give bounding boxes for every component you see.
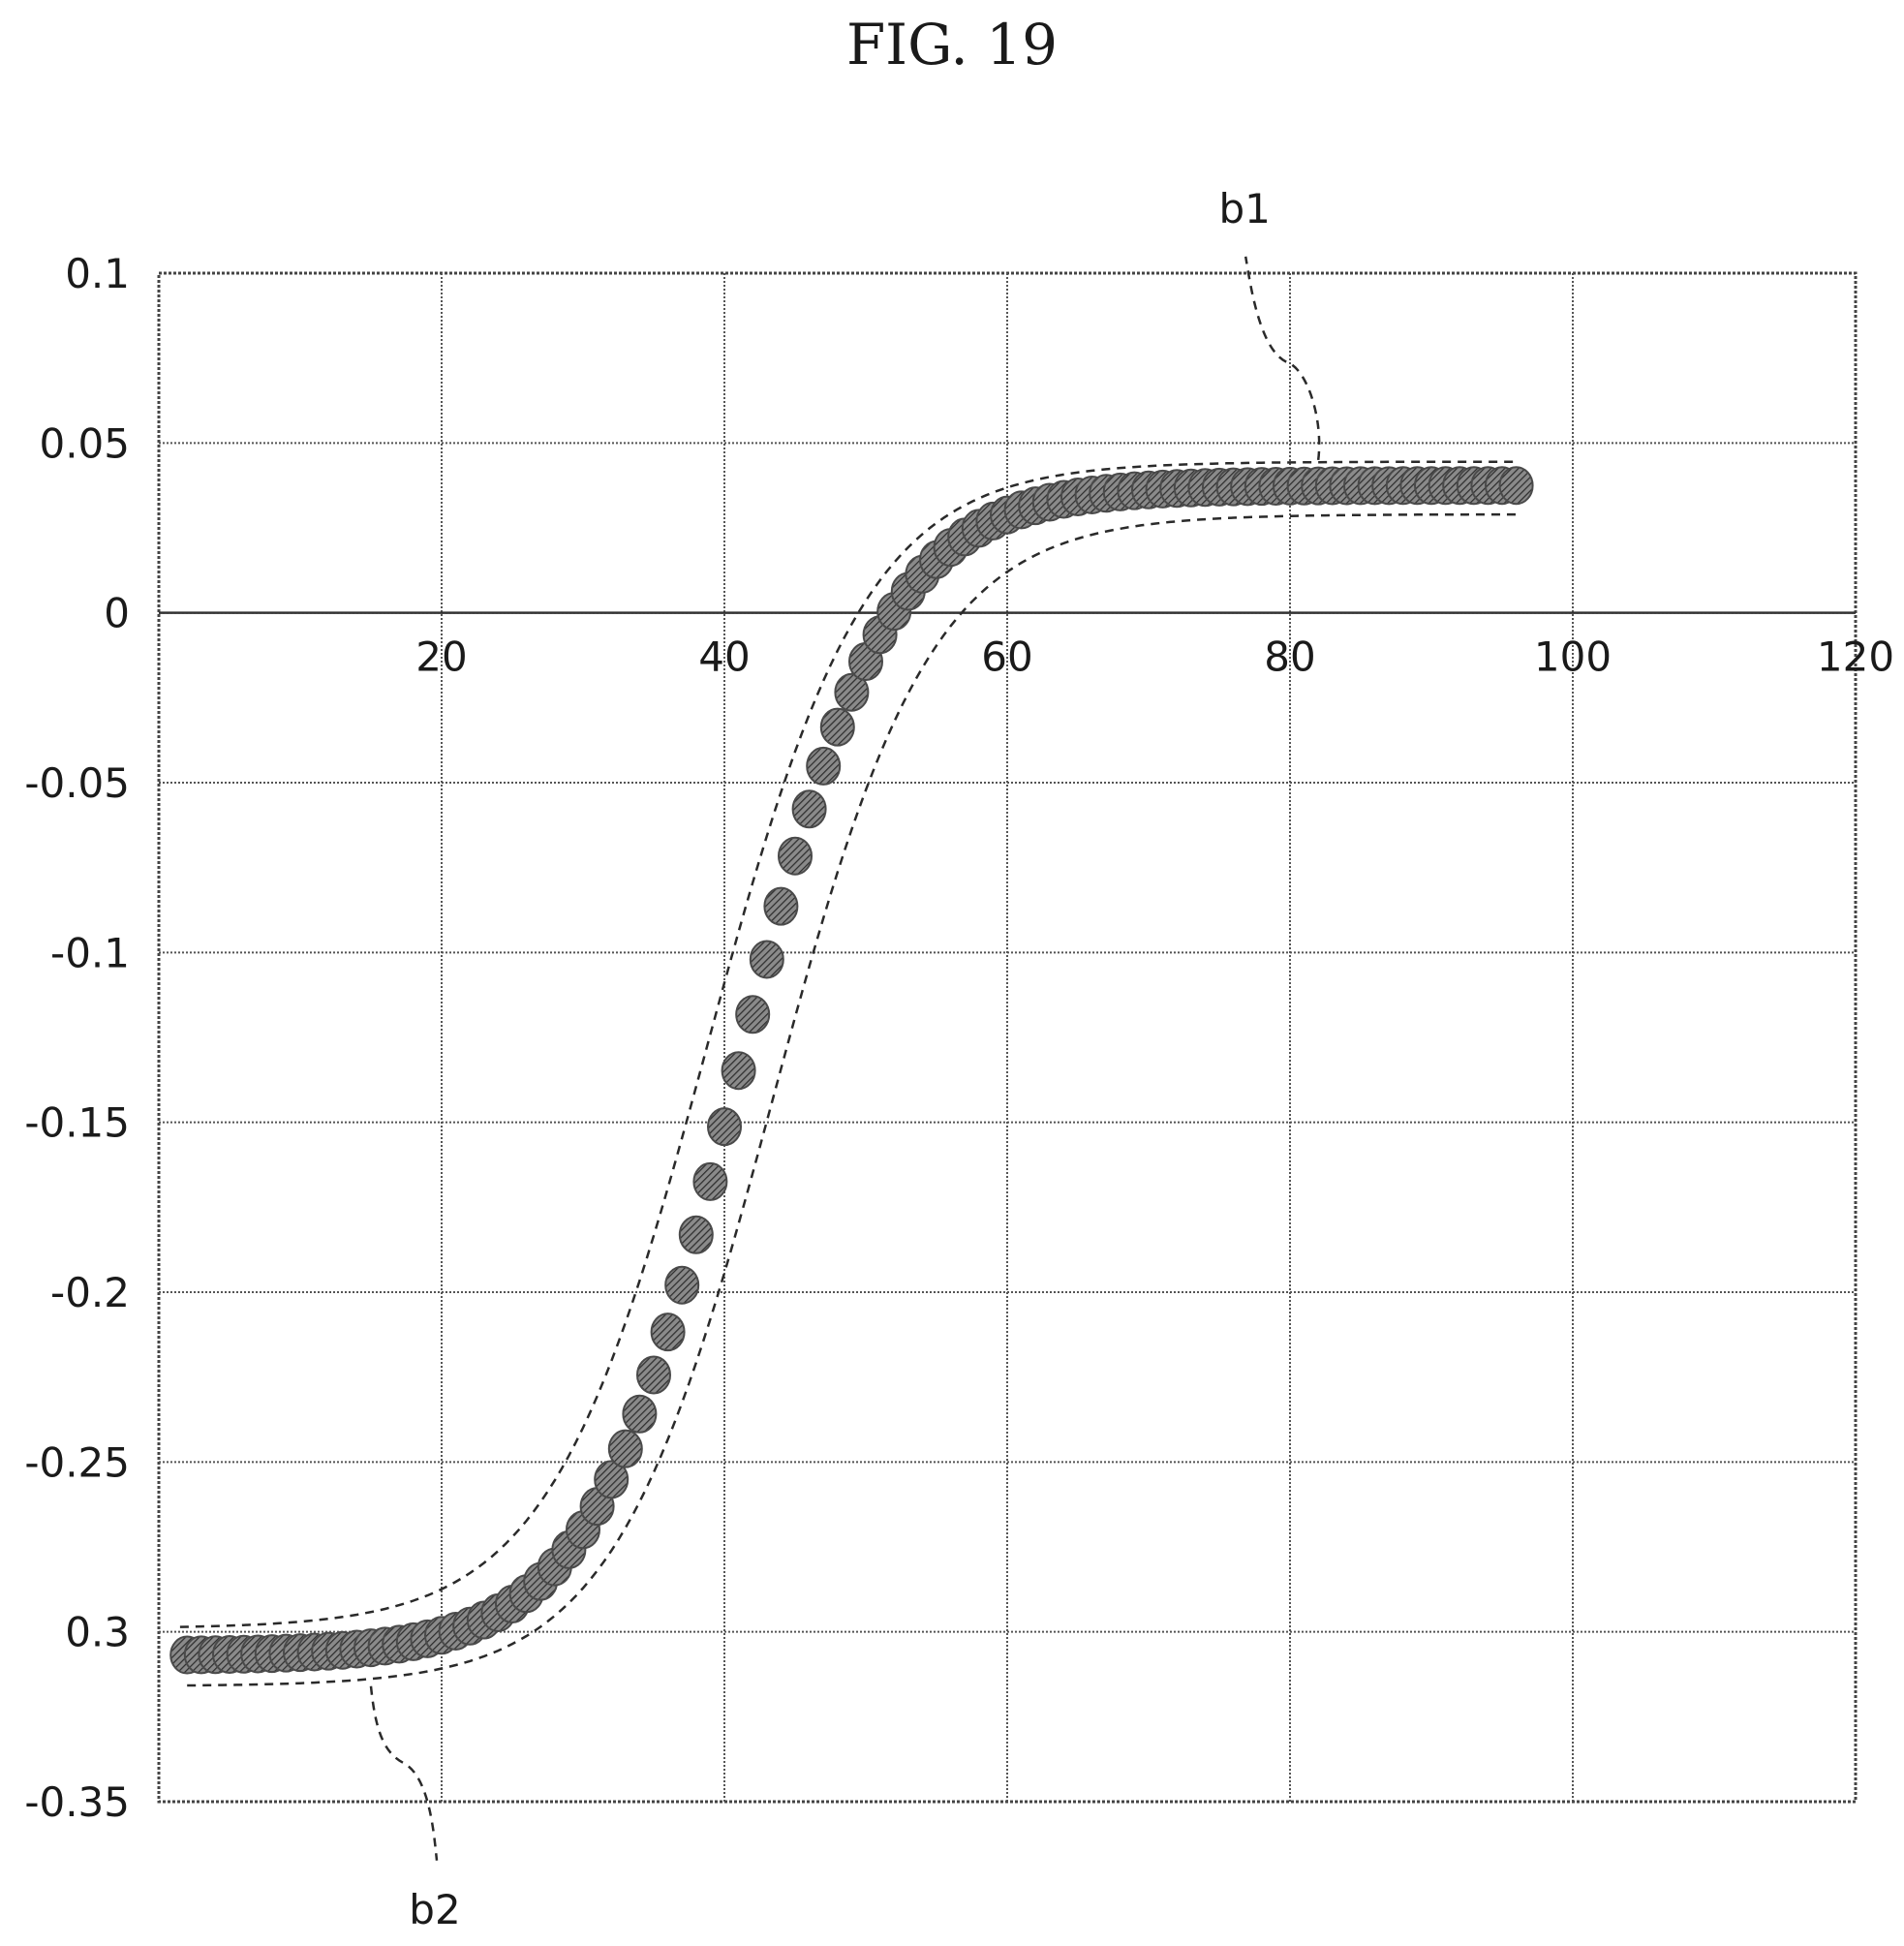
- x-tick-label: 60: [981, 633, 1032, 681]
- data-point: [834, 672, 870, 712]
- data-point: [650, 1313, 686, 1352]
- annotations: b1 b2: [369, 185, 1321, 1933]
- band-upper-line: [179, 460, 1517, 1628]
- data-point: [692, 1161, 728, 1201]
- figure-title: FIG. 19: [845, 12, 1059, 77]
- y-tick-label: -0.2: [50, 1269, 130, 1316]
- y-tick-label: -0.35: [24, 1778, 130, 1826]
- data-point: [678, 1215, 714, 1254]
- x-tick-label: 20: [415, 633, 467, 681]
- b1-label: b1: [1219, 185, 1271, 232]
- b1-leader-line: [1244, 256, 1321, 461]
- data-point: [594, 1460, 630, 1499]
- grid: [157, 271, 1858, 1804]
- data-point: [622, 1394, 658, 1434]
- data-point: [791, 789, 827, 829]
- x-tick-label: 120: [1817, 633, 1894, 681]
- y-tick-label: 0.3: [65, 1609, 130, 1656]
- data-point: [763, 886, 799, 926]
- x-tick-label: 100: [1534, 633, 1612, 681]
- data-point: [721, 1051, 756, 1091]
- data-point: [749, 940, 784, 979]
- data-point: [778, 836, 813, 876]
- data-point: [636, 1355, 671, 1395]
- data-point: [1498, 466, 1534, 506]
- data-point: [735, 995, 771, 1035]
- b2-leader-line: [369, 1685, 439, 1861]
- y-tick-label: 0.05: [39, 419, 130, 467]
- b2-label: b2: [409, 1886, 460, 1933]
- data-point: [806, 746, 842, 786]
- data-point: [707, 1107, 742, 1147]
- data-point: [607, 1429, 643, 1468]
- y-tick-label: 0: [104, 590, 130, 637]
- axes: 20 40 60 80 100 120 0.1 0.05 0 -0.05 -0.1 -0.15 -0.2…: [24, 250, 1894, 1826]
- band-lower-line: [187, 512, 1517, 1687]
- tolerance-band: [179, 460, 1517, 1687]
- data-point: [664, 1265, 700, 1305]
- x-tick-label: 40: [698, 633, 750, 681]
- y-tick-label: -0.25: [24, 1438, 130, 1486]
- y-tick-label: 0.1: [65, 250, 130, 297]
- y-tick-label: -0.05: [24, 759, 130, 807]
- x-tick-label: 80: [1264, 633, 1315, 681]
- y-tick-label: -0.1: [50, 929, 130, 976]
- data-series: [169, 466, 1534, 1675]
- data-point: [819, 707, 855, 747]
- y-tick-label: -0.15: [24, 1099, 130, 1147]
